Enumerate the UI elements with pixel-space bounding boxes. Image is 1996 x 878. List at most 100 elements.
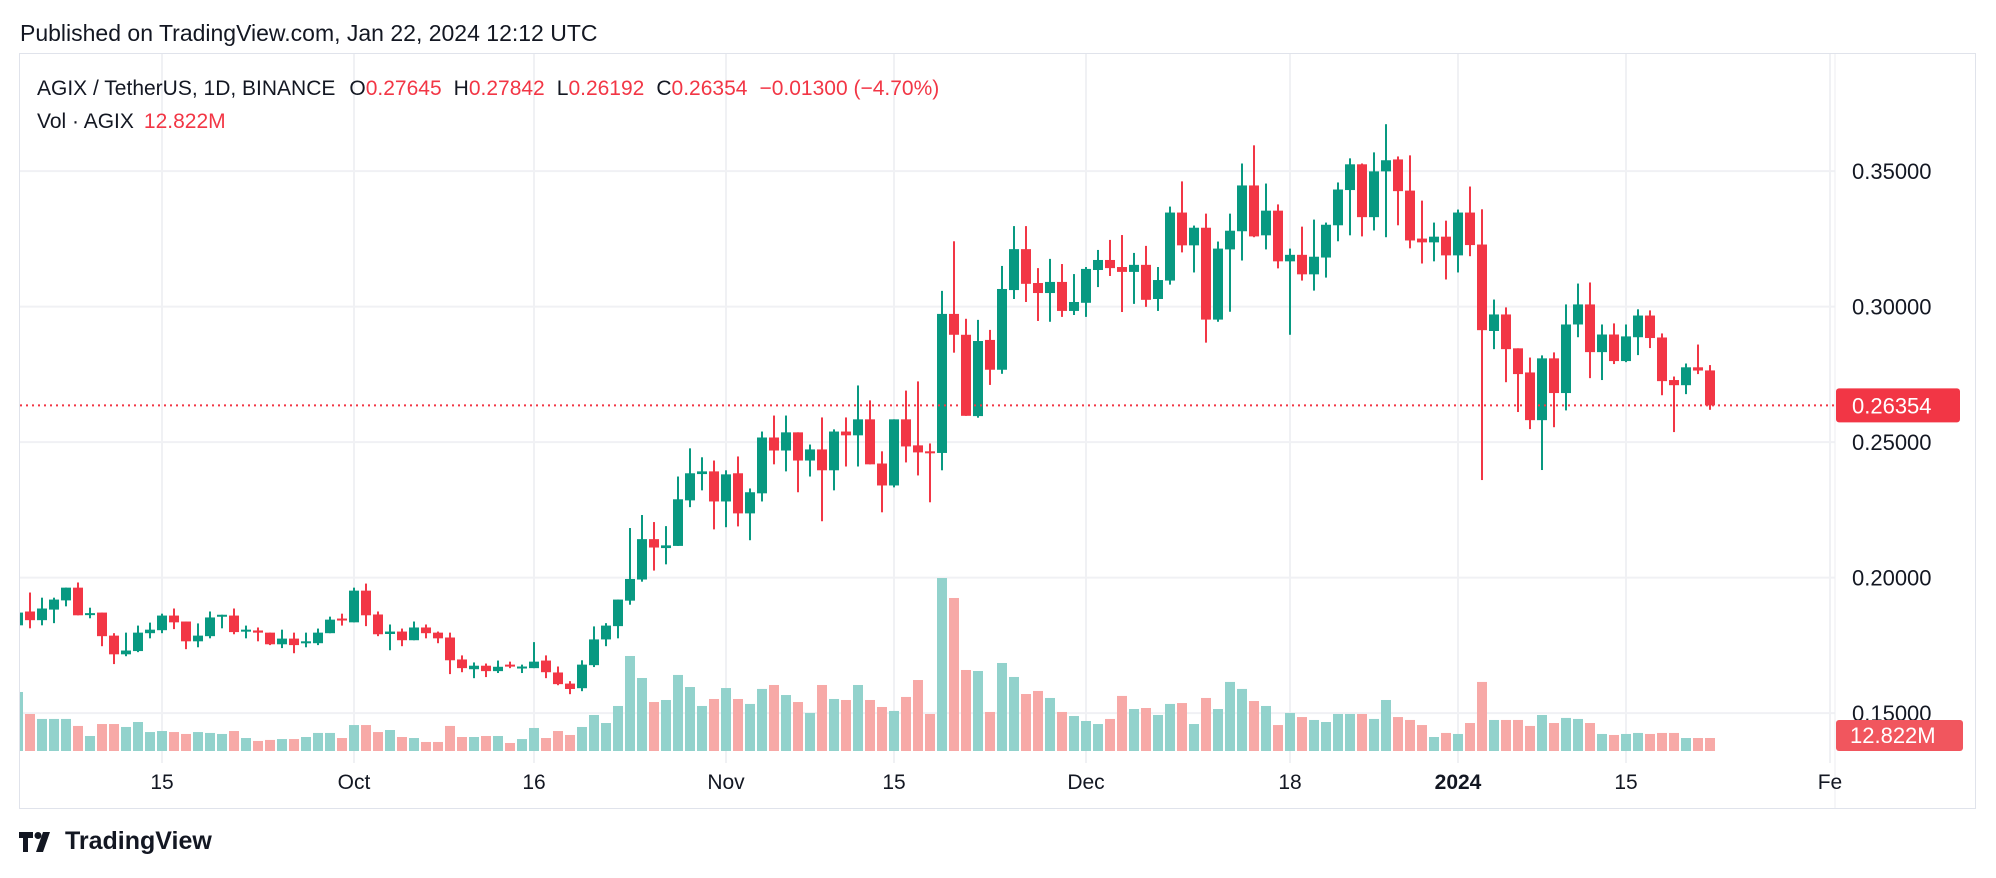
candle[interactable]	[1657, 333, 1667, 396]
candle[interactable]	[577, 660, 587, 692]
candle[interactable]	[277, 629, 287, 649]
candle[interactable]	[961, 318, 971, 416]
candle[interactable]	[757, 431, 767, 502]
candle[interactable]	[241, 625, 251, 639]
candle[interactable]	[517, 664, 527, 674]
candle[interactable]	[781, 415, 791, 472]
candle[interactable]	[805, 444, 815, 477]
candle[interactable]	[865, 400, 875, 465]
candle[interactable]	[1441, 220, 1451, 280]
candle[interactable]	[1153, 267, 1163, 311]
candle[interactable]	[721, 470, 731, 528]
candle[interactable]	[1237, 163, 1247, 261]
candle[interactable]	[649, 522, 659, 571]
candle[interactable]	[301, 632, 311, 648]
candle[interactable]	[1477, 209, 1487, 481]
candle[interactable]	[193, 623, 203, 648]
candle[interactable]	[97, 612, 107, 647]
candle[interactable]	[1297, 226, 1307, 281]
candle[interactable]	[481, 663, 491, 678]
candle[interactable]	[949, 241, 959, 353]
volume-label[interactable]: Vol · AGIX	[37, 110, 134, 133]
candle[interactable]	[25, 592, 35, 629]
candle[interactable]	[1705, 365, 1715, 410]
candle[interactable]	[1393, 156, 1403, 226]
candle[interactable]	[433, 631, 443, 644]
candle[interactable]	[1501, 307, 1511, 383]
candle[interactable]	[1429, 222, 1439, 262]
candle[interactable]	[289, 632, 299, 654]
candle[interactable]	[1645, 310, 1655, 349]
candle[interactable]	[1381, 124, 1391, 238]
candle[interactable]	[133, 625, 143, 653]
candle[interactable]	[145, 622, 155, 639]
candle[interactable]	[73, 582, 83, 616]
candle[interactable]	[61, 587, 71, 607]
candle[interactable]	[1273, 204, 1283, 269]
candle[interactable]	[1513, 348, 1523, 413]
candle[interactable]	[1489, 299, 1499, 350]
candle[interactable]	[625, 528, 635, 605]
candle[interactable]	[121, 632, 131, 657]
candle[interactable]	[49, 597, 59, 624]
candle[interactable]	[685, 448, 695, 508]
candle[interactable]	[1189, 225, 1199, 273]
candle[interactable]	[673, 476, 683, 546]
candle[interactable]	[445, 632, 455, 675]
candle[interactable]	[1537, 355, 1547, 471]
candle[interactable]	[637, 515, 647, 582]
candle[interactable]	[817, 417, 827, 522]
candle[interactable]	[253, 627, 263, 642]
candle[interactable]	[913, 381, 923, 476]
candle[interactable]	[1117, 235, 1127, 313]
candle[interactable]	[493, 660, 503, 674]
candle[interactable]	[265, 632, 275, 646]
candle[interactable]	[37, 597, 47, 626]
candle[interactable]	[1417, 200, 1427, 264]
candle[interactable]	[1321, 222, 1331, 278]
candle[interactable]	[1105, 239, 1115, 276]
candle[interactable]	[169, 608, 179, 630]
candle[interactable]	[409, 621, 419, 641]
candle[interactable]	[397, 628, 407, 647]
candle[interactable]	[985, 329, 995, 385]
candle[interactable]	[1057, 264, 1067, 317]
candle[interactable]	[205, 611, 215, 639]
candle[interactable]	[13, 612, 23, 626]
symbol-title[interactable]: AGIX / TetherUS, 1D, BINANCE	[37, 77, 336, 100]
candle[interactable]	[1045, 258, 1055, 322]
candle[interactable]	[349, 587, 359, 623]
candle[interactable]	[853, 385, 863, 467]
candle[interactable]	[1177, 181, 1187, 253]
candle[interactable]	[829, 429, 839, 491]
candle[interactable]	[1621, 324, 1631, 363]
candle[interactable]	[1549, 352, 1559, 428]
candle[interactable]	[229, 608, 239, 635]
candle[interactable]	[85, 607, 95, 619]
candle[interactable]	[1693, 344, 1703, 375]
candle[interactable]	[373, 611, 383, 637]
candle[interactable]	[601, 623, 611, 647]
candle[interactable]	[217, 614, 227, 629]
candle[interactable]	[1357, 163, 1367, 237]
candle[interactable]	[421, 624, 431, 639]
candle[interactable]	[1525, 357, 1535, 430]
candle[interactable]	[337, 613, 347, 626]
candle[interactable]	[505, 661, 515, 669]
footer-branding[interactable]: TradingView	[19, 827, 212, 856]
candle[interactable]	[1669, 376, 1679, 433]
candle[interactable]	[1633, 309, 1643, 356]
candle[interactable]	[1609, 323, 1619, 365]
candle[interactable]	[181, 621, 191, 650]
candle[interactable]	[1249, 145, 1259, 238]
candle[interactable]	[841, 417, 851, 467]
candle[interactable]	[1261, 183, 1271, 250]
candle[interactable]	[1081, 267, 1091, 317]
candle[interactable]	[1333, 182, 1343, 242]
candle[interactable]	[733, 456, 743, 527]
candle[interactable]	[1285, 248, 1295, 335]
candle[interactable]	[1597, 324, 1607, 381]
candle[interactable]	[661, 526, 671, 565]
